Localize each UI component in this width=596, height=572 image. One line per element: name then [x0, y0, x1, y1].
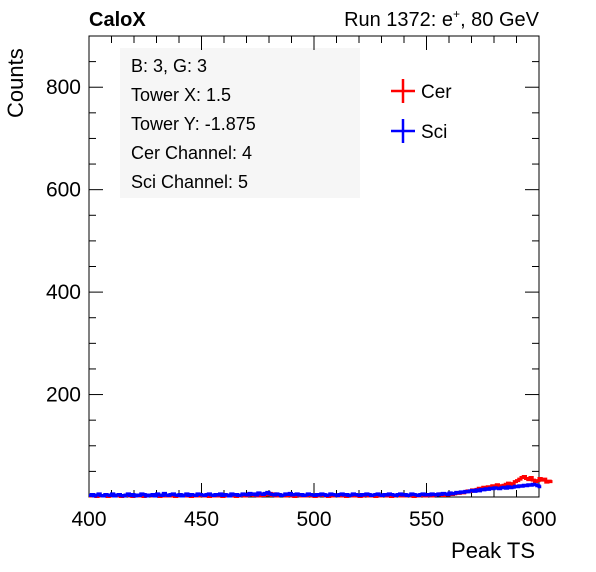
legend-marker-cer	[391, 79, 415, 103]
axis-ticks: 400 450 500 550 600 200 400 600 800	[46, 35, 557, 531]
info-line-sci-channel: Sci Channel: 5	[131, 172, 248, 192]
y-tick-label: 400	[46, 281, 81, 304]
legend-marker-sci	[391, 119, 415, 143]
series-group	[89, 475, 553, 498]
y-tick-label: 800	[46, 76, 81, 99]
x-tick-label: 550	[409, 508, 444, 531]
run-label-main: Run 1372: e	[344, 9, 453, 31]
info-line-tower-x: Tower X: 1.5	[131, 85, 231, 105]
run-label-sup: +	[453, 7, 460, 21]
info-line-tower-y: Tower Y: -1.875	[131, 114, 256, 134]
legend-label-sci: Sci	[421, 122, 447, 143]
series-line-sci	[89, 482, 542, 498]
x-axis-title: Peak TS	[451, 538, 535, 563]
experiment-label: CaloX	[89, 9, 146, 31]
info-line-cer-channel: Cer Channel: 4	[131, 143, 252, 163]
run-label: Run 1372: e+, 80 GeV	[344, 7, 540, 31]
legend-label-cer: Cer	[421, 82, 452, 103]
y-axis-title: Counts	[3, 48, 28, 118]
run-label-suffix: , 80 GeV	[460, 9, 540, 31]
x-tick-label: 450	[184, 508, 219, 531]
legend: Cer Sci	[391, 79, 452, 143]
info-box	[120, 48, 360, 198]
y-tick-label: 600	[46, 179, 81, 202]
info-line-board: B: 3, G: 3	[131, 56, 207, 76]
x-tick-label: 400	[71, 508, 106, 531]
x-tick-label: 600	[521, 508, 556, 531]
x-tick-label: 500	[296, 508, 331, 531]
y-tick-label: 200	[46, 384, 81, 407]
